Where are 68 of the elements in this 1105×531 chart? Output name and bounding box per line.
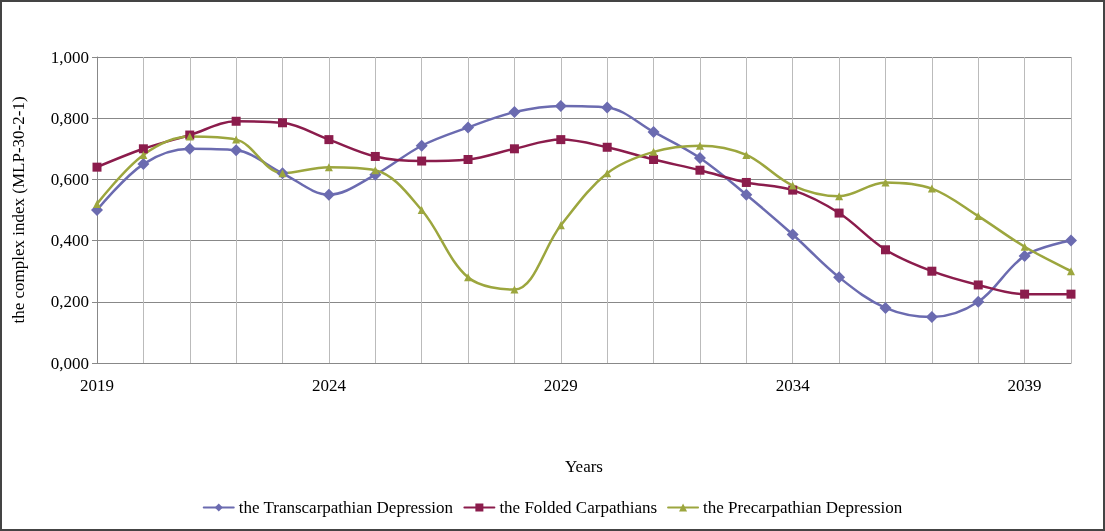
point [788,181,797,190]
point [973,280,983,290]
point [370,151,380,161]
y-tick-label: 0,000 [50,353,89,373]
point [1066,289,1076,299]
point [230,144,243,157]
point [1067,267,1075,276]
point [786,228,799,241]
point [417,206,426,214]
point [695,165,705,175]
point [695,141,704,150]
point [1020,242,1029,251]
point [417,156,427,166]
point [508,106,521,119]
point [649,147,658,156]
point [1065,234,1077,247]
point [463,155,473,165]
x-tick-label: 2029 [543,376,578,395]
point [415,139,428,152]
point [833,271,846,284]
legend-label: the Transcarpathian Depression [238,498,454,517]
x-tick-label: 2034 [775,376,811,395]
point [183,142,196,155]
point [232,135,241,144]
point [324,163,333,172]
point [137,158,150,171]
point [834,208,844,218]
point [510,285,519,294]
point [880,245,890,255]
point [927,184,936,193]
point [693,151,706,164]
y-tick-label: 0,600 [50,169,89,189]
point [879,301,892,314]
point [601,101,614,114]
y-tick-label: 0,400 [50,231,89,251]
point [278,118,288,128]
x-tick-label: 2024 [311,376,347,395]
point [139,150,148,159]
point [1018,249,1031,262]
point [835,192,844,201]
point [740,188,753,201]
point [324,135,334,145]
point [93,199,101,208]
y-tick-label: 0,200 [50,292,89,312]
legend-label: the Folded Carpathians [499,498,658,517]
point [464,273,473,282]
legend-label: the Precarpathian Depression [703,498,903,517]
point [92,162,102,172]
point [462,121,475,134]
point [647,125,660,138]
point [322,188,335,201]
point [556,135,566,145]
x-tick-label: 2019 [80,376,114,395]
x-axis-title: Years [565,457,603,476]
point [509,144,519,154]
point [602,142,612,152]
point [742,150,751,159]
point [972,295,985,308]
point [741,177,751,187]
y-axis-title: the complex index (MLP-30-2-1) [9,96,28,324]
y-tick-label: 0,800 [50,108,89,128]
point [927,266,937,276]
point [1020,289,1030,299]
point [231,116,241,126]
y-tick-label: 1,000 [50,47,89,67]
point [649,155,659,165]
point [138,144,148,154]
x-tick-label: 2039 [1007,376,1042,395]
